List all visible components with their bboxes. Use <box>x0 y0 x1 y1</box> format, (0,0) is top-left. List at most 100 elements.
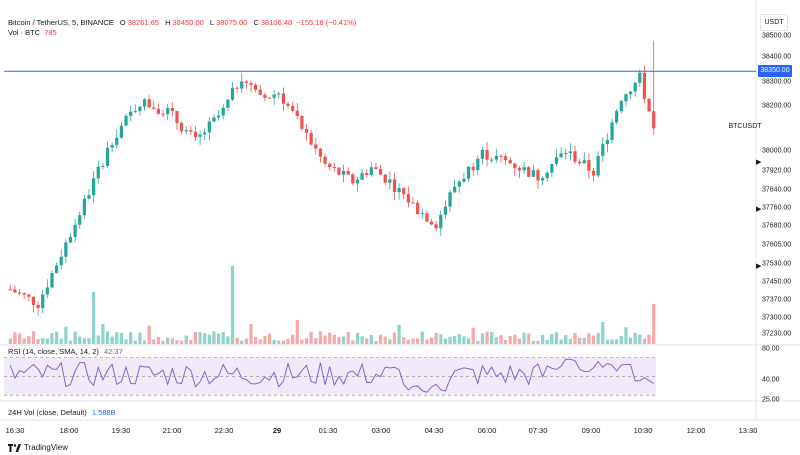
price-axis-label: 38400.00 <box>762 53 792 61</box>
volume-bar <box>527 333 531 344</box>
candle-body <box>578 161 582 164</box>
volume-bar <box>198 332 202 344</box>
candle-body <box>142 99 147 107</box>
candle-body <box>207 121 211 133</box>
volume-bar <box>244 338 248 344</box>
candle-body <box>499 155 503 157</box>
candle-body <box>110 145 114 148</box>
volume-bar <box>601 322 605 344</box>
volume-bar <box>522 332 526 344</box>
candle-body <box>476 158 480 171</box>
candle-body <box>226 99 230 108</box>
volume-value: 785 <box>44 28 57 37</box>
price-axis-label: 37605.00 <box>762 241 792 249</box>
candle-body <box>314 144 318 149</box>
horizontal-line-price-tag[interactable]: 38350.00 <box>758 65 792 77</box>
volume-bar <box>87 338 91 344</box>
volume-bar <box>203 333 207 344</box>
candle-body <box>31 296 36 305</box>
candle-body <box>189 130 193 132</box>
candle-body <box>351 174 355 184</box>
volume-bar <box>314 338 318 344</box>
volume-bar <box>184 335 188 344</box>
volume-bar <box>230 266 235 344</box>
low-value: 38075.00 <box>216 18 248 27</box>
candle-body <box>513 163 517 169</box>
candle-body <box>78 215 82 225</box>
volume-bar <box>240 340 244 344</box>
volume-bar <box>517 338 522 344</box>
volume-bar <box>425 339 429 344</box>
candle-body <box>346 171 350 175</box>
volume-bar <box>564 335 568 344</box>
volume-bar <box>226 336 230 344</box>
volume-bar <box>545 340 549 344</box>
candle-body <box>642 72 647 99</box>
volume-bar <box>406 339 410 344</box>
volume-bar <box>642 338 647 344</box>
candle-body <box>628 91 633 95</box>
candle-body <box>156 108 161 114</box>
volume-bar <box>490 331 494 344</box>
price-axis-label: 37840.00 <box>762 186 792 194</box>
candle-body <box>485 149 489 160</box>
volume-bar <box>332 334 336 344</box>
time-axis-label: 01:30 <box>318 426 338 435</box>
candle-body <box>138 106 142 112</box>
candle-body <box>540 178 545 181</box>
volume-bar <box>78 336 82 344</box>
price-axis-label: 37760.00 <box>762 204 792 212</box>
volume-bar <box>152 339 156 344</box>
volume-bar <box>45 338 49 344</box>
close-label: C <box>253 18 259 27</box>
volume-bar <box>499 335 503 344</box>
candle-body <box>105 147 110 166</box>
candle-body <box>550 163 554 173</box>
tradingview-logo[interactable]: TradingView <box>8 443 68 452</box>
candle-body <box>267 97 272 99</box>
volume-bar <box>8 338 12 344</box>
candle-body <box>124 115 128 126</box>
candle-body <box>249 83 253 85</box>
volume-bar <box>448 336 452 344</box>
volume-bar <box>351 340 355 344</box>
candle-body <box>406 194 410 203</box>
scroll-marker-icon[interactable]: ▶ <box>756 159 762 166</box>
price-axis-label: 38300.00 <box>762 78 792 86</box>
candle-body <box>22 293 26 295</box>
candle-body <box>545 172 549 179</box>
volume-bar <box>272 339 276 344</box>
candle-body <box>230 87 235 100</box>
candle-body <box>281 93 286 104</box>
volume-bar <box>508 335 512 344</box>
rsi-line <box>9 358 654 393</box>
scroll-marker-icon[interactable]: ▶ <box>756 206 762 213</box>
candle-body <box>355 179 360 184</box>
volume-bar <box>110 336 114 344</box>
volume-bar <box>360 336 364 344</box>
currency-selector[interactable]: USDT <box>760 14 788 31</box>
volume-bar <box>638 334 642 344</box>
volume-bar <box>624 327 628 344</box>
scroll-marker-icon[interactable]: ▶ <box>756 263 762 270</box>
candle-body <box>41 294 45 308</box>
candle-body <box>383 174 387 183</box>
volume-bar <box>596 332 600 344</box>
candle-body <box>198 134 202 137</box>
volume-bar <box>323 335 327 344</box>
candle-body <box>54 265 59 274</box>
candle-body <box>8 289 12 291</box>
candle-body <box>203 132 207 135</box>
candle-body <box>309 132 313 145</box>
candle-body <box>490 159 494 161</box>
candle-body <box>291 105 295 111</box>
price-axis-label: 38500.00 <box>762 32 792 40</box>
volume-bar <box>175 340 179 344</box>
candle-body <box>503 156 508 161</box>
h24-volume-label: 24H Vol (close, Default) <box>8 408 87 417</box>
volume-bar <box>27 336 31 344</box>
volume-bar <box>582 337 586 344</box>
volume-bar <box>411 338 415 344</box>
volume-bar <box>443 338 448 344</box>
